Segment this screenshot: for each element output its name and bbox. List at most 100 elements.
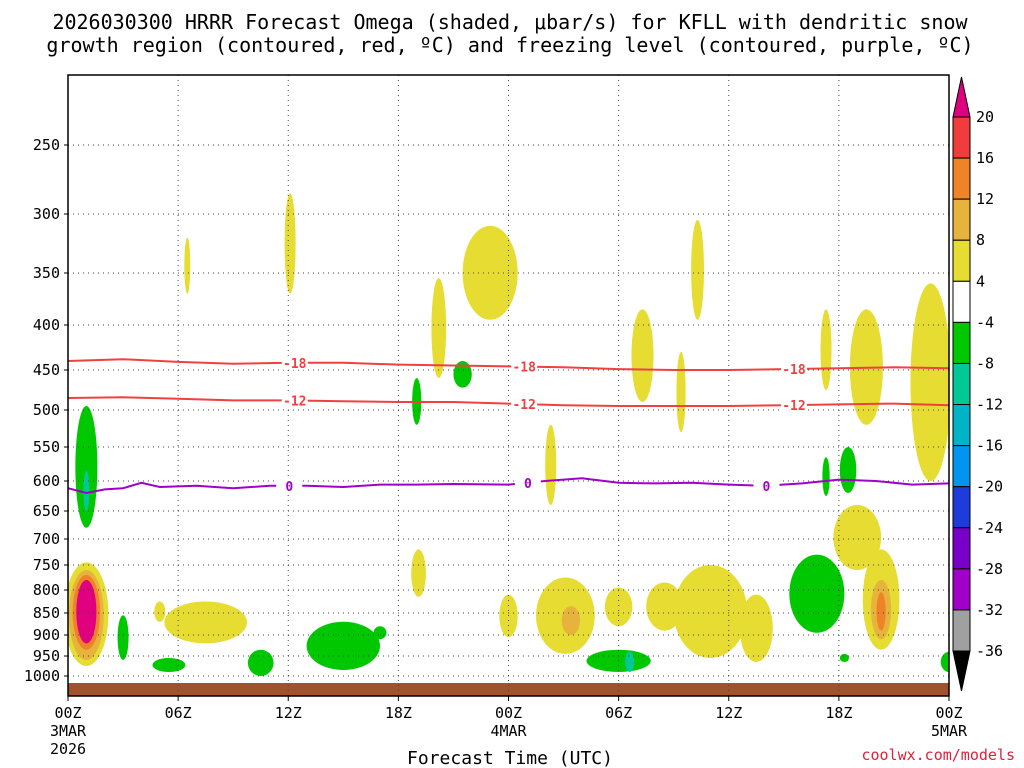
ytick-label-600: 600 — [33, 472, 60, 490]
colorbar-band-2 — [952, 198, 971, 241]
omega-region-31 — [673, 565, 748, 658]
omega-region-33 — [789, 554, 845, 633]
xtick-label-12: 12Z — [275, 704, 302, 722]
ytick-label-350: 350 — [33, 264, 60, 282]
gridlines — [67, 75, 950, 696]
colorbar-label-4: 4 — [976, 272, 985, 290]
colorbar-label-10: -24 — [976, 519, 1003, 537]
omega-region-30 — [691, 219, 704, 320]
colorbar-label-9: -20 — [976, 478, 1003, 496]
omega-region-8 — [152, 658, 186, 672]
contour-label-freezing-2: 0 — [763, 480, 771, 495]
omega-region-38 — [833, 505, 882, 570]
ytick-label-1000: 1000 — [24, 667, 60, 685]
xtick-label-36: 12Z — [715, 704, 742, 722]
colorbar-band-7 — [952, 404, 971, 447]
omega-region-28 — [631, 309, 654, 403]
omega-region-32 — [739, 594, 773, 662]
contour-label-bg-dgz-18-0 — [281, 355, 308, 370]
omega-region-18 — [453, 361, 472, 388]
colorbar-label-11: -28 — [976, 560, 1003, 578]
contour-label-bg-dgz-18-1 — [511, 359, 538, 374]
omega-region-23 — [561, 606, 581, 635]
colorbar-label-0: 20 — [976, 108, 994, 126]
colorbar-band-3 — [952, 239, 971, 282]
contour-label-dgz-12-2: -12 — [782, 399, 805, 414]
omega-region-26 — [625, 651, 635, 673]
contour-label-dgz-12-1: -12 — [512, 398, 535, 413]
ytick-label-300: 300 — [33, 205, 60, 223]
xtick-label-24: 00Z — [495, 704, 522, 722]
contour-label-freezing-0: 0 — [285, 480, 293, 495]
contour-label-dgz-12-0: -12 — [283, 394, 306, 409]
xtick-sublabel-0: 3MAR — [50, 722, 87, 740]
colorbar-band-0 — [952, 116, 971, 159]
omega-region-42 — [839, 653, 849, 662]
contour-freezing — [68, 477, 949, 495]
omega-region-13 — [306, 621, 381, 671]
omega-region-10 — [164, 601, 247, 644]
omega-region-29 — [676, 352, 686, 433]
contour-label-bg-dgz-12-1 — [511, 397, 538, 412]
omega-region-5 — [76, 580, 97, 644]
ytick-label-700: 700 — [33, 530, 60, 548]
colorbar: 20 16 12 8 4 -4 -8 -12 -16 -20 -24 -28 -32 -36 — [952, 76, 1003, 692]
contour-label-freezing-1: 0 — [524, 477, 532, 492]
omega-region-12 — [284, 193, 296, 294]
omega-region-35 — [822, 457, 830, 496]
chart-title-line2: growth region (contoured, red, ºC) and f… — [46, 33, 973, 57]
colorbar-band-1 — [952, 157, 971, 200]
colorbar-band-4 — [952, 280, 971, 323]
colorbar-top-arrow — [952, 76, 971, 118]
omega-region-6 — [117, 615, 129, 660]
chart-title-line1: 2026030300 HRRR Forecast Omega (shaded, … — [52, 10, 968, 34]
xtick-sublabel-24: 4MAR — [490, 722, 527, 740]
xtick-sublabel2-0: 2026 — [50, 740, 86, 758]
ytick-label-500: 500 — [33, 401, 60, 419]
colorbar-label-12: -32 — [976, 601, 1003, 619]
omega-region-24 — [604, 587, 633, 627]
contour-lines: -18 -18 -18 -12 -12 -12 0 0 0 — [68, 355, 949, 495]
contour-label-dgz-18-0: -18 — [283, 357, 307, 372]
omega-region-1 — [83, 470, 90, 511]
contour-label-bg-freezing-0 — [276, 478, 303, 493]
ytick-label-850: 850 — [33, 604, 60, 622]
credit-link[interactable]: coolwx.com/models — [861, 746, 1015, 764]
contour-label-bg-freezing-1 — [514, 475, 541, 490]
xtick-label-18: 18Z — [385, 704, 412, 722]
omega-region-17 — [431, 278, 447, 378]
omega-region-41 — [876, 592, 886, 631]
omega-region-27 — [646, 582, 683, 631]
colorbar-label-3: 8 — [976, 231, 985, 249]
colorbar-band-9 — [952, 486, 971, 529]
surface-ground-bar — [68, 683, 949, 696]
xtick-label-6: 06Z — [165, 704, 192, 722]
colorbar-label-1: 16 — [976, 149, 994, 167]
ytick-label-400: 400 — [33, 316, 60, 334]
colorbar-bottom-arrow — [952, 650, 971, 692]
omega-region-11 — [247, 649, 274, 676]
omega-region-44 — [940, 651, 949, 672]
contour-dgz-12 — [68, 396, 949, 407]
pressure-axis: 250 300 350 400 450 500 550 600 650 700 750 800 850 9… — [24, 136, 68, 685]
colorbar-label-2: 12 — [976, 190, 994, 208]
contour-label-bg-freezing-2 — [753, 478, 780, 493]
omega-region-9 — [184, 237, 191, 294]
omega-shading — [68, 193, 949, 676]
xtick-label-0: 00Z — [54, 704, 81, 722]
colorbar-label-7: -12 — [976, 396, 1003, 414]
contour-label-bg-dgz-12-0 — [281, 393, 308, 408]
ytick-label-950: 950 — [33, 647, 60, 665]
ytick-label-800: 800 — [33, 581, 60, 599]
omega-region-36 — [839, 447, 857, 493]
colorbar-band-12 — [952, 609, 971, 652]
xtick-label-30: 06Z — [605, 704, 632, 722]
colorbar-band-6 — [952, 362, 971, 406]
xtick-label-42: 18Z — [825, 704, 852, 722]
xtick-sublabel-48: 5MAR — [931, 722, 968, 740]
ytick-label-550: 550 — [33, 438, 60, 456]
x-axis-label: Forecast Time (UTC) — [407, 748, 613, 768]
omega-region-43 — [910, 283, 949, 481]
